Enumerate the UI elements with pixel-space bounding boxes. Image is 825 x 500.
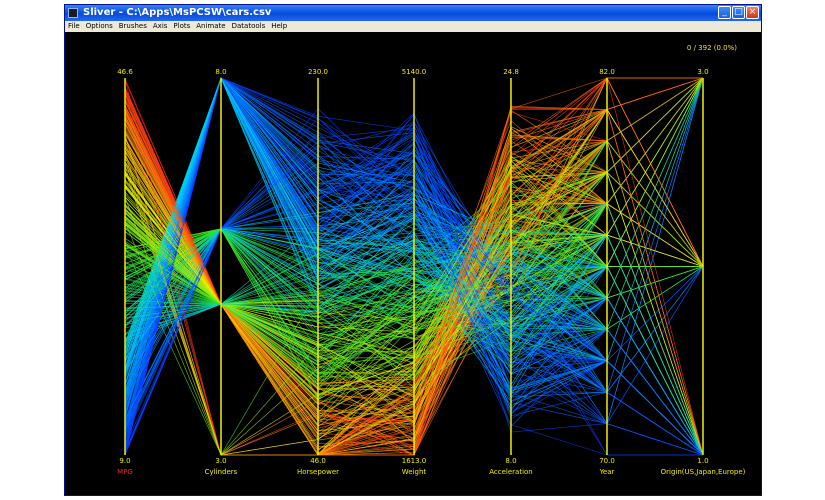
menu-help[interactable]: Help: [271, 22, 288, 30]
parallel-coordinates-plot[interactable]: 46.6 9.0 MPG 8.0 3.0 Cylinders 230.0 46.0 Horsep…: [65, 32, 761, 495]
axis-min-label: 1.0: [697, 457, 708, 465]
menu-brushes[interactable]: Brushes: [118, 22, 147, 30]
window-title: Sliver - C:\Apps\MsPCSW\cars.csv: [83, 7, 272, 18]
axes-group: 46.6 9.0 MPG 8.0 3.0 Cylinders 230.0 46.0 Horsep…: [117, 68, 745, 476]
maximize-button[interactable]: □: [732, 6, 745, 19]
close-button[interactable]: ×: [746, 6, 759, 19]
axis-name-label: Year: [599, 468, 615, 476]
minimize-button[interactable]: _: [718, 6, 731, 19]
axis-min-label: 1613.0: [402, 457, 427, 465]
menu-options[interactable]: Options: [85, 22, 113, 30]
plot-area[interactable]: 0 / 392 (0.0%) 46.6 9.0 MPG 8.0 3.0 Cylinders…: [65, 32, 761, 495]
axis-min-label: 8.0: [505, 457, 516, 465]
axis-max-label: 24.8: [503, 68, 519, 76]
menu-file[interactable]: File: [68, 22, 80, 30]
axis-name-label: Origin(US,Japan,Europe): [661, 468, 746, 476]
axis-name-label: MPG: [117, 468, 133, 476]
axis-max-label: 82.0: [599, 68, 615, 76]
title-bar[interactable]: Sliver - C:\Apps\MsPCSW\cars.csv _ □ ×: [65, 5, 761, 21]
menu-animate[interactable]: Animate: [196, 22, 226, 30]
axis-max-label: 8.0: [215, 68, 226, 76]
axis-max-label: 3.0: [697, 68, 708, 76]
app-window: Sliver - C:\Apps\MsPCSW\cars.csv _ □ × F…: [64, 4, 762, 496]
menu-plots[interactable]: Plots: [173, 22, 191, 30]
axis-max-label: 46.6: [117, 68, 133, 76]
menu-bar: File Options Brushes Axis Plots Animate Datato…: [65, 21, 761, 32]
app-icon: [68, 8, 78, 18]
axis-name-label: Weight: [402, 468, 427, 476]
axis-name-label: Horsepower: [297, 468, 339, 476]
axis-min-label: 70.0: [599, 457, 615, 465]
axis-name-label: Acceleration: [489, 468, 533, 476]
axis-min-label: 46.0: [310, 457, 326, 465]
axis-max-label: 5140.0: [402, 68, 427, 76]
axis-max-label: 230.0: [308, 68, 328, 76]
menu-axis[interactable]: Axis: [152, 22, 168, 30]
axis-name-label: Cylinders: [205, 468, 238, 476]
selection-count: 0 / 392 (0.0%): [686, 44, 737, 52]
axis-min-label: 9.0: [119, 457, 130, 465]
axis-min-label: 3.0: [215, 457, 226, 465]
menu-datatools[interactable]: Datatools: [231, 22, 266, 30]
